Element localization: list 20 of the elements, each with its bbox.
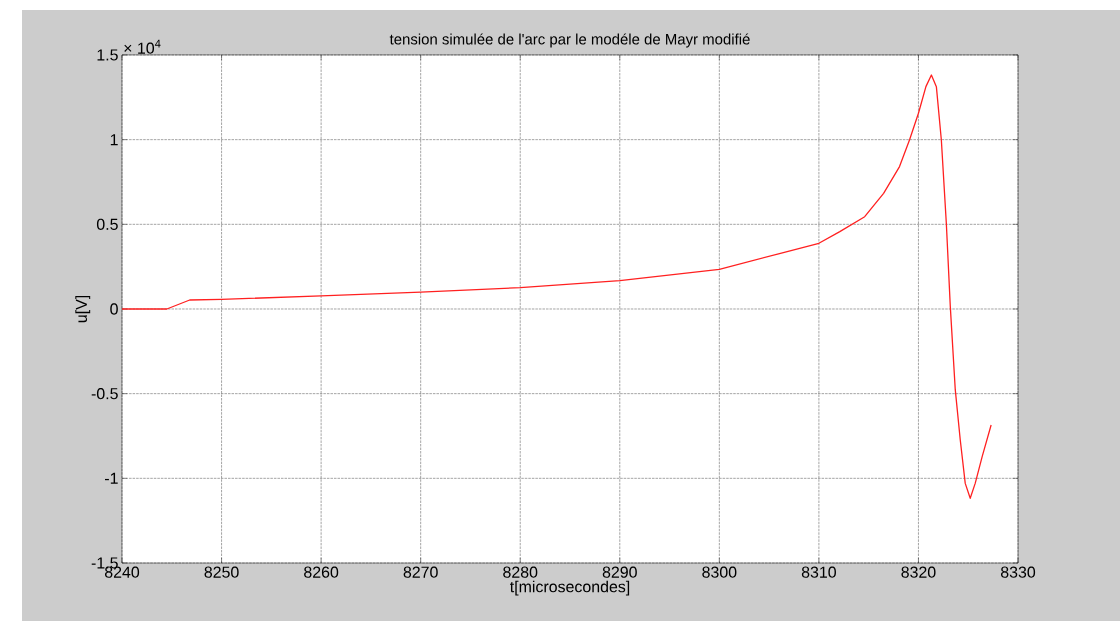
y-tick-label: -1	[105, 472, 118, 484]
y-axis-title: u[V]	[75, 295, 91, 323]
x-tick-label: 8320	[901, 566, 936, 578]
x-tick-label: 8250	[204, 566, 239, 578]
x-axis-title: t[microsecondes]	[510, 580, 630, 596]
y-tick-label: 1.5	[97, 49, 118, 61]
y-tick-label: -0.5	[91, 388, 118, 400]
x-tick-label: 8280	[503, 566, 538, 578]
x-tick-label: 8310	[801, 566, 836, 578]
x-tick-label: 8330	[1000, 566, 1036, 578]
text: × 10$^{4}$	[124, 39, 161, 54]
line-series	[122, 74, 992, 499]
x-tick-label: 8270	[403, 566, 438, 578]
x-tick-label: 8260	[304, 566, 339, 578]
x-tick-label: 8290	[602, 566, 637, 578]
chart-title: tension simulée de l'arc par le modéle de Mayr modifié	[389, 33, 750, 48]
y-tick-label: 0.5	[96, 218, 118, 230]
x-tick-label: 8300	[702, 566, 737, 578]
y-tick-label: 0	[110, 303, 118, 315]
y-tick-label: 1	[110, 134, 118, 146]
